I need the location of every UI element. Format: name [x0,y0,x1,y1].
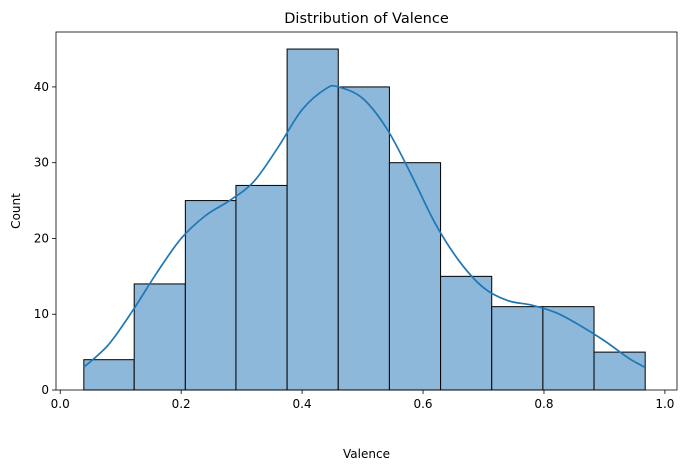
chart-title: Distribution of Valence [284,11,449,27]
x-tick-label: 0.2 [172,397,191,411]
y-tick-label: 30 [34,156,49,170]
y-tick-label: 0 [41,383,49,397]
histogram-bar-5 [337,86,390,391]
histogram-bar-9 [542,306,595,391]
histogram-bar-2 [184,200,237,391]
histogram-bar-10 [593,351,646,391]
x-tick-label: 0.8 [534,397,553,411]
x-tick-label: 0.6 [413,397,432,411]
histogram-bar-1 [133,283,186,391]
histogram-bar-4 [286,48,339,391]
x-axis: 0.0 0.2 0.4 0.6 0.8 1.0 [51,390,674,411]
x-tick-label: 0.4 [293,397,312,411]
x-tick-label: 0.0 [51,397,70,411]
histogram-bar-7 [440,275,493,391]
histogram-bar-3 [235,184,288,391]
x-axis-label: Valence [343,447,390,461]
histogram-bar-6 [388,162,442,391]
kde-curve [83,84,646,369]
plot-frame [55,31,678,391]
histogram-bar-0 [83,359,135,391]
y-tick-label: 40 [34,80,49,94]
y-axis: 0 10 20 30 40 [34,80,56,397]
y-tick-label: 20 [34,231,49,245]
bars-group [83,48,646,391]
y-tick-label: 10 [34,307,49,321]
x-tick-label: 1.0 [655,397,674,411]
y-axis-label: Count [9,193,23,229]
histogram-bar-8 [491,306,544,391]
